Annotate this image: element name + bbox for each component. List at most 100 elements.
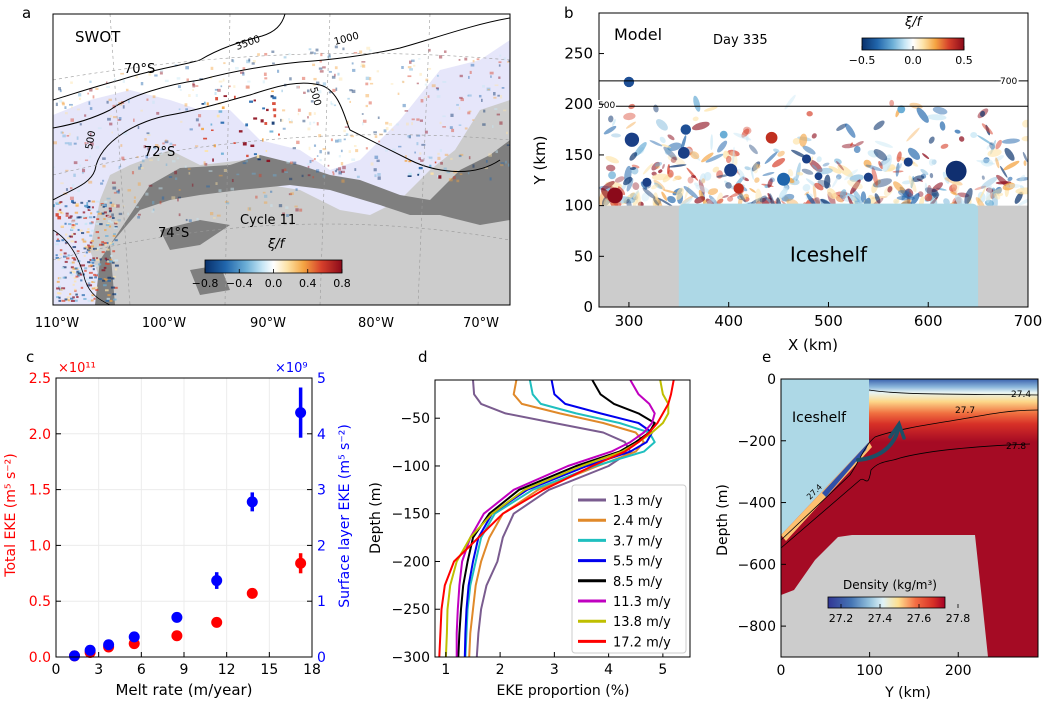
filament — [922, 153, 930, 160]
filament — [605, 164, 616, 172]
vorticity-speckle — [493, 91, 496, 96]
vorticity-speckle — [111, 260, 115, 263]
filament — [811, 133, 817, 139]
vorticity-speckle — [107, 117, 111, 121]
vorticity-speckle — [84, 159, 89, 162]
vorticity-speckle — [83, 238, 87, 241]
vorticity-speckle — [85, 251, 88, 254]
vorticity-speckle — [435, 87, 439, 90]
vorticity-speckle — [407, 66, 412, 69]
vorticity-speckle — [456, 103, 459, 106]
vorticity-speckle — [99, 258, 102, 261]
filament — [787, 169, 794, 177]
filament — [1002, 182, 1016, 191]
vorticity-speckle — [69, 235, 73, 238]
vorticity-speckle — [330, 138, 333, 142]
vorticity-speckle — [271, 90, 274, 93]
vorticity-speckle — [416, 134, 421, 137]
vorticity-speckle — [459, 153, 464, 156]
vorticity-speckle — [68, 223, 72, 226]
vorticity-speckle — [70, 240, 75, 243]
vorticity-speckle — [368, 49, 372, 52]
vorticity-speckle — [392, 148, 396, 152]
vorticity-speckle — [61, 131, 65, 134]
filament — [806, 111, 813, 117]
vorticity-speckle — [53, 166, 56, 169]
contour-label-500: 500 — [598, 101, 615, 111]
eddy-core — [719, 130, 728, 139]
vorticity-speckle — [499, 54, 502, 57]
vorticity-speckle — [338, 155, 341, 158]
vorticity-speckle — [327, 151, 330, 155]
vorticity-speckle — [188, 171, 191, 175]
vorticity-speckle — [195, 118, 199, 122]
vorticity-speckle — [280, 118, 284, 122]
vorticity-speckle — [107, 276, 111, 279]
vorticity-speckle — [77, 274, 80, 277]
vorticity-speckle — [69, 261, 73, 264]
vorticity-speckle — [231, 178, 234, 183]
vorticity-speckle — [59, 201, 63, 204]
vorticity-speckle — [76, 270, 79, 273]
vorticity-speckle — [71, 261, 75, 264]
vorticity-speckle — [102, 157, 106, 160]
data-point — [211, 575, 223, 587]
legend-d: 1.3 m/y 2.4 m/y 3.7 m/y 5.5 m/y 8.5 m/y 11.3 … — [571, 484, 687, 654]
contour-label-700: 700 — [1000, 77, 1017, 87]
vorticity-speckle — [195, 93, 198, 97]
vorticity-speckle — [283, 56, 287, 59]
legend-label: 1.3 m/y — [613, 494, 663, 509]
vorticity-speckle — [153, 146, 157, 150]
ice-shelf-dark — [95, 140, 510, 305]
vorticity-speckle — [347, 97, 350, 100]
filament — [804, 191, 810, 196]
vorticity-speckle — [111, 203, 115, 207]
vorticity-speckle — [319, 159, 322, 162]
vorticity-speckle — [362, 64, 366, 68]
vorticity-speckle — [220, 85, 223, 88]
vorticity-speckle — [68, 216, 72, 219]
filament — [654, 161, 663, 167]
vorticity-speckle — [104, 200, 108, 203]
vorticity-speckle — [105, 81, 108, 84]
filament — [854, 141, 864, 147]
filament — [1007, 176, 1013, 182]
lat-label: 70°S — [124, 62, 155, 77]
vorticity-speckle — [160, 151, 163, 155]
filament — [635, 190, 641, 208]
vorticity-speckle — [73, 258, 77, 261]
vorticity-speckle — [59, 89, 62, 93]
vorticity-speckle — [114, 239, 118, 242]
vorticity-speckle — [114, 264, 119, 267]
vorticity-speckle — [104, 262, 107, 265]
vorticity-speckle — [359, 50, 363, 54]
filament — [1014, 192, 1023, 204]
filament — [802, 145, 816, 155]
vorticity-speckle — [225, 202, 230, 205]
vorticity-speckle — [319, 60, 322, 63]
filament — [661, 144, 672, 149]
filament — [943, 198, 950, 206]
filament — [751, 198, 761, 205]
vorticity-speckle — [112, 293, 117, 296]
filament — [667, 142, 682, 151]
filament — [873, 120, 885, 131]
vorticity-speckle — [95, 248, 99, 251]
legend-label: 8.5 m/y — [613, 575, 663, 590]
vorticity-speckle — [472, 164, 475, 168]
filament — [860, 191, 867, 203]
vorticity-speckle — [322, 174, 326, 178]
vorticity-speckle — [71, 184, 75, 188]
eddy-core — [765, 131, 778, 144]
vorticity-speckle — [76, 250, 80, 253]
day-annotation: Day 335 — [713, 33, 768, 48]
vorticity-speckle — [77, 189, 81, 192]
vorticity-speckle — [56, 238, 59, 241]
vorticity-speckle — [147, 132, 151, 136]
vorticity-speckle — [131, 171, 135, 175]
vorticity-speckle — [61, 101, 65, 105]
vorticity-speckle — [72, 283, 75, 286]
filament — [868, 194, 879, 207]
vorticity-speckle — [220, 121, 225, 124]
